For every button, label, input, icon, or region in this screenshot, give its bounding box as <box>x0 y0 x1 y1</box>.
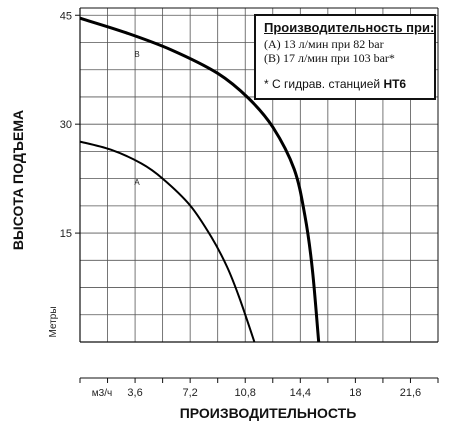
x-tick-label: 21,6 <box>400 387 421 399</box>
series-line-b <box>79 16 321 343</box>
series-line-a <box>79 140 256 343</box>
x-unit-label: м3/ч <box>92 388 112 399</box>
legend-note: * С гидрав. станцией HT6 <box>264 77 426 91</box>
y-axis-title: ВЫСОТА ПОДЪЕМА <box>10 110 26 250</box>
legend-note-model: HT6 <box>383 77 407 91</box>
legend-title: Производительность при: <box>264 20 435 35</box>
x-tick-label: 3,6 <box>127 387 142 399</box>
series-curves <box>79 16 321 343</box>
legend: Производительность при: (A) 13 л/мин при… <box>254 14 436 100</box>
curve-label-a: A <box>134 178 140 187</box>
legend-entry-b: (B) 17 л/мин при 103 bar* <box>264 51 395 65</box>
y-tick-label: 15 <box>60 228 72 240</box>
y-tick-label: 45 <box>60 10 72 22</box>
y-unit-label: Метры <box>48 306 59 337</box>
x-tick-label: 18 <box>349 387 361 399</box>
x-tick-label: 7,2 <box>183 387 198 399</box>
axes <box>75 7 439 383</box>
y-tick-label: 30 <box>60 119 72 131</box>
legend-note-text: * С гидрав. станцией <box>264 77 384 91</box>
legend-entry-a: (A) 13 л/мин при 82 bar <box>264 37 384 51</box>
x-tick-label: 14,4 <box>290 387 311 399</box>
x-axis-title: ПРОИЗВОДИТЕЛЬНОСТЬ <box>180 405 357 421</box>
curve-label-b: B <box>134 50 139 59</box>
tick-labels: 15 30 45 3,6 7,2 10,8 14,4 18 21,6 <box>60 10 421 399</box>
x-tick-label: 10,8 <box>235 387 256 399</box>
